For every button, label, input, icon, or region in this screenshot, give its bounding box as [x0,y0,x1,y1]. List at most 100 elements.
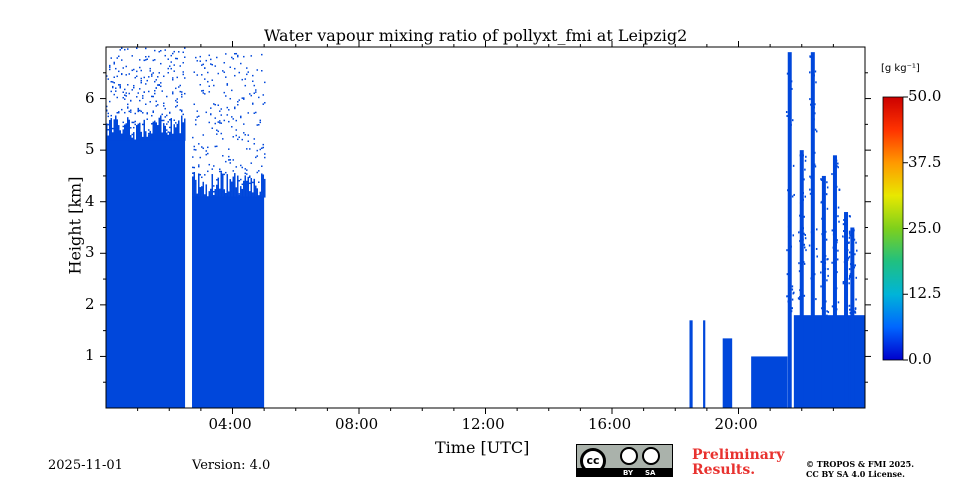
data-scatter-cell [192,166,194,169]
data-scatter-cell [184,56,186,58]
data-spike-cell [820,260,823,263]
data-spike-cell [793,193,795,196]
data-scatter-cell [199,60,202,62]
data-spike-cell [786,295,788,298]
data-scatter-cell [234,107,236,110]
data-edge-cell [193,171,196,198]
data-scatter-cell [118,111,120,114]
data-scatter-cell [127,103,129,106]
data-scatter-cell [201,64,203,66]
data-spike-cell [822,255,824,258]
data-spike-cell [809,175,811,178]
data-edge-cell [229,179,232,198]
data-scatter-cell [262,191,265,193]
data-spike-cell [844,280,846,283]
data-scatter-cell [208,163,211,166]
data-scatter-cell [107,78,109,80]
data-scatter-cell [181,91,183,93]
data-scatter-cell [163,130,165,132]
data-spike-cell [846,223,848,226]
data-scatter-cell [258,124,260,126]
data-spike-cell [848,308,851,311]
data-scatter-cell [201,90,203,92]
data-scatter-cell [137,109,139,111]
data-block-5 [751,356,788,408]
data-scatter-cell [231,126,233,128]
data-spike-cell [835,207,837,210]
data-spike-cell [854,307,857,310]
data-scatter-cell [259,119,262,122]
data-scatter-cell [130,111,132,113]
data-scatter-cell [261,147,263,149]
data-edge-cell [122,129,124,141]
y-tick-label-1: 1 [85,346,95,365]
data-scatter-cell [151,123,153,125]
data-scatter-cell [219,120,221,122]
data-spike-cell [849,275,851,278]
data-scatter-cell [247,180,250,183]
data-spike-cell [844,238,846,241]
data-spike-cell [798,262,800,265]
data-scatter-cell [143,59,145,62]
data-scatter-cell [226,190,229,193]
data-scatter-cell [169,65,171,67]
data-edge-cell [223,189,226,198]
data-spike-cell [801,168,804,171]
data-scatter-cell [247,71,250,73]
data-scatter-cell [192,156,194,158]
data-scatter-cell [181,110,183,113]
data-spike-cell [847,258,849,261]
data-spike-1 [799,150,804,408]
preliminary-results-note: Preliminary Results. [692,448,784,478]
data-scatter-cell [216,133,218,135]
data-spike-cell [826,314,828,317]
data-edge-cell [214,189,217,198]
data-spike-cell [834,287,837,290]
data-edge-cell [170,119,172,141]
data-spike-cell [802,154,804,157]
data-scatter-cell [238,99,241,101]
data-spike-cell [836,271,838,274]
data-spike-cell [804,237,807,240]
data-scatter-cell [247,112,250,114]
data-scatter-cell [255,111,257,114]
data-scatter-cell [243,55,245,58]
data-spike-cell [850,286,853,289]
data-scatter-cell [235,52,238,55]
data-scatter-cell [232,118,235,120]
data-scatter-cell [164,131,166,134]
data-spike-cell [844,220,847,223]
data-scatter-cell [154,59,156,61]
data-spike-cell [822,246,824,249]
data-spike-cell [825,238,828,241]
data-spike-cell [842,223,845,226]
data-spike-cell [787,294,790,297]
data-scatter-cell [261,69,263,72]
data-spike-cell [789,219,792,222]
data-scatter-cell [157,84,159,86]
data-scatter-cell [196,116,199,118]
data-scatter-cell [127,106,129,108]
data-scatter-cell [237,138,239,141]
data-spike-cell [855,241,857,244]
data-spike-cell [788,142,791,145]
data-spike-cell [814,165,817,168]
data-scatter-cell [158,84,160,86]
data-scatter-cell [130,109,132,111]
data-scatter-cell [195,119,197,121]
data-spike-cell [848,236,851,239]
data-scatter-cell [223,61,226,64]
data-spike-cell [787,300,789,303]
data-scatter-cell [127,107,129,109]
data-spike-cell [792,164,795,167]
data-scatter-cell [195,149,197,151]
data-scatter-cell [201,146,203,148]
data-scatter-cell [202,89,205,92]
data-scatter-cell [231,89,233,92]
data-scatter-cell [113,93,115,96]
data-scatter-cell [222,191,224,193]
data-edge-cell [244,175,247,198]
preliminary-line-2: Results. [692,462,756,478]
data-spike-cell [804,233,806,236]
cc-license-badge[interactable]: cc BY SA [576,444,673,477]
